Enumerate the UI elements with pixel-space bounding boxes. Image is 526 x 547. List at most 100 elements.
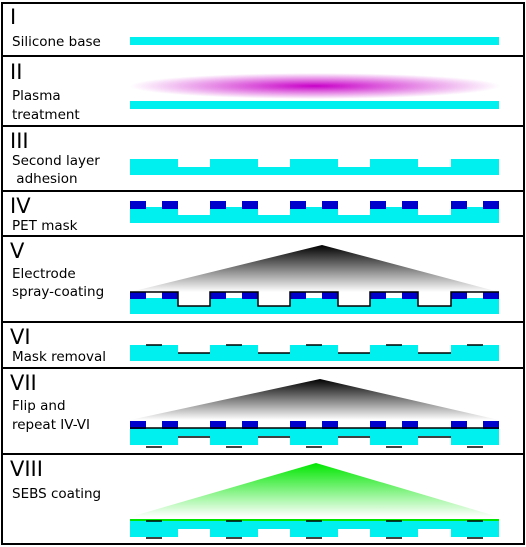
pet-mask-block: [130, 201, 146, 209]
pet-mask-block: [402, 292, 418, 299]
step-8-desc-line-1: SEBS coating: [12, 486, 101, 502]
pet-mask-block: [130, 421, 146, 429]
step-3-numeral: III: [10, 129, 29, 153]
sebs-spray-cone: [130, 463, 499, 517]
step-1-numeral: I: [10, 5, 16, 29]
pet-mask-block: [370, 421, 386, 429]
silicone-base-layer-step-1: [130, 37, 499, 45]
ridge: [290, 298, 338, 307]
ridge: [370, 345, 418, 354]
ridge: [130, 345, 178, 354]
ridge: [130, 529, 178, 537]
base-layer: [130, 353, 499, 361]
electrode-spray-cone-second-side: [130, 379, 499, 420]
ridge: [210, 529, 258, 537]
ridge: [290, 436, 338, 445]
pet-mask-block: [483, 292, 499, 299]
ridge: [451, 436, 499, 445]
pet-mask-block: [162, 201, 178, 209]
pet-mask-block: [402, 201, 418, 209]
patterned-electrode-step-6: [130, 344, 499, 361]
top-layer: [130, 521, 499, 529]
ridge: [290, 159, 338, 168]
double-sided-substrate-step-7: [130, 421, 499, 448]
pet-mask-block: [162, 292, 178, 299]
ridge: [290, 345, 338, 354]
pet-mask-block: [483, 421, 499, 429]
ridge: [210, 298, 258, 307]
ridge: [370, 529, 418, 537]
pet-mask-block: [242, 292, 258, 299]
ridge: [130, 436, 178, 445]
step-3-desc-line-2: adhesion: [12, 171, 78, 187]
step-labels: I Silicone base II Plasma treatment III …: [10, 5, 106, 502]
pet-mask-block: [290, 421, 306, 429]
step-7-numeral: VII: [10, 371, 37, 395]
pet-mask-block: [322, 421, 338, 429]
ridge: [370, 298, 418, 307]
ridge: [210, 345, 258, 354]
sebs-coated-device-step-8: [130, 519, 499, 539]
pet-mask-block: [370, 292, 386, 299]
top-layer: [130, 428, 499, 436]
pet-mask-block: [402, 421, 418, 429]
step-7-desc-line-2: repeat IV-VI: [12, 417, 90, 433]
pet-mask-block: [451, 421, 467, 429]
ridge: [290, 529, 338, 537]
spray-coated-substrate-step-5: [130, 291, 499, 314]
ridge: [370, 207, 418, 216]
pet-mask-block: [242, 421, 258, 429]
ridge: [451, 345, 499, 354]
base-layer: [130, 167, 499, 175]
ridge: [451, 529, 499, 537]
step-1-desc-line-1: Silicone base: [12, 34, 101, 50]
panel-4-frame: [1, 190, 525, 237]
pet-mask-block: [210, 421, 226, 429]
pet-mask-block: [130, 292, 146, 299]
step-8-numeral: VIII: [10, 457, 43, 481]
pet-mask-block: [483, 201, 499, 209]
pet-mask-block: [290, 201, 306, 209]
step-2-numeral: II: [10, 60, 22, 84]
ridge: [370, 436, 418, 445]
step-2-desc-line-2: treatment: [12, 107, 80, 123]
ridge: [451, 159, 499, 168]
electrode-coating-line: [130, 291, 499, 307]
pet-mask-block: [242, 201, 258, 209]
pet-mask-block: [451, 292, 467, 299]
step-6-desc-line-1: Mask removal: [12, 349, 106, 365]
step-2-desc-line-1: Plasma: [12, 88, 61, 104]
pet-mask-block: [162, 421, 178, 429]
ridge: [290, 207, 338, 216]
step-6-numeral: VI: [10, 325, 31, 349]
pet-mask-block: [370, 201, 386, 209]
ridge: [130, 207, 178, 216]
step-5-desc-line-1: Electrode: [12, 266, 76, 282]
pet-mask-block: [210, 292, 226, 299]
silicone-base-layer-step-2: [130, 101, 499, 109]
pet-mask-block: [322, 201, 338, 209]
ridge: [210, 436, 258, 445]
ridge: [210, 207, 258, 216]
ridge: [130, 159, 178, 168]
pet-mask-block: [451, 201, 467, 209]
masked-substrate-step-4: [130, 201, 499, 223]
step-5-desc-line-2: spray-coating: [12, 284, 104, 300]
pet-mask-block: [290, 292, 306, 299]
step-4-desc-line-1: PET mask: [12, 218, 78, 234]
ridge: [451, 298, 499, 307]
step-4-numeral: IV: [10, 194, 31, 218]
pet-mask-block: [322, 292, 338, 299]
ridge: [130, 298, 178, 307]
panel-8-frame: [1, 453, 525, 545]
plasma-glow: [130, 73, 500, 99]
pet-mask-block: [210, 201, 226, 209]
electrode-spray-cone: [130, 245, 499, 292]
ridge: [210, 159, 258, 168]
ridge: [370, 159, 418, 168]
base-layer: [130, 306, 499, 314]
base-layer: [130, 215, 499, 223]
ridge: [451, 207, 499, 216]
